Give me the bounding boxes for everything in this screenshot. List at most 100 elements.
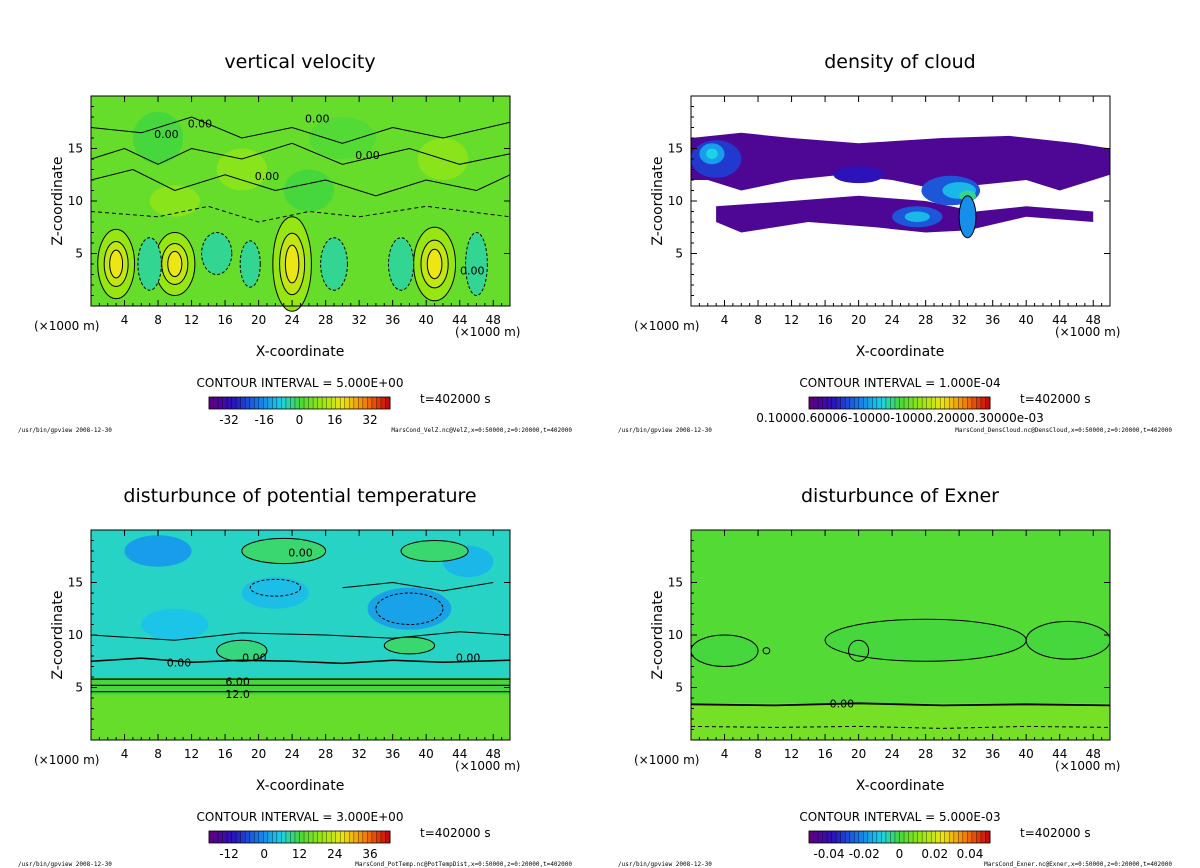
x-tick-label: 32 xyxy=(352,747,367,761)
y-axis-label: Z-coordinate xyxy=(50,156,66,245)
contour-label: 0.00 xyxy=(305,112,330,125)
colorbar-cell xyxy=(326,397,332,409)
colorbar-cell xyxy=(258,831,264,843)
x-tick-label: 12 xyxy=(784,747,799,761)
colorbar-cell xyxy=(249,831,255,843)
panel-exner: 0.00 4 8 12 16 20 24 28 32 36 40 44 48 5 10 15 disturbun… xyxy=(600,434,1200,868)
colorbar-cell xyxy=(985,831,991,843)
contour-region xyxy=(167,250,183,278)
footer-file: MarsCond_PotTemp.nc@PotTempDist,x=0:5000… xyxy=(355,861,572,868)
colorbar-cell xyxy=(281,831,287,843)
contour-line xyxy=(90,142,511,165)
colorbar-cell xyxy=(840,397,846,409)
contour-region xyxy=(137,237,162,291)
x-axis-label: X-coordinate xyxy=(256,344,345,360)
colorbar-cell xyxy=(894,831,900,843)
contour-region xyxy=(387,237,415,291)
colorbar-cell xyxy=(953,831,959,843)
x-tick-label: 36 xyxy=(385,313,400,327)
x-tick-label: 4 xyxy=(121,747,129,761)
colorbar-cell xyxy=(881,397,887,409)
contour-label: 0.00 xyxy=(460,265,485,278)
colorbar-cell xyxy=(885,831,891,843)
colorbar-cell xyxy=(308,397,314,409)
colorbar-cell xyxy=(380,397,386,409)
colorbar-cell xyxy=(967,831,973,843)
x-tick-label: 16 xyxy=(817,313,832,327)
y-tick-label: 5 xyxy=(75,247,83,261)
contour-region xyxy=(201,232,233,275)
colorbar xyxy=(208,396,391,410)
x-tick-label: 16 xyxy=(817,747,832,761)
colorbar-cell xyxy=(308,831,314,843)
colorbar-cell xyxy=(935,397,941,409)
x-tick-label: 24 xyxy=(884,313,899,327)
colorbar-cell xyxy=(876,831,882,843)
colorbar-cell xyxy=(958,397,964,409)
colorbar-cell xyxy=(313,397,319,409)
contour-region xyxy=(283,169,335,212)
contour-label: 0.00 xyxy=(255,170,280,183)
footer-file: MarsCond_DensCloud.nc@DensCloud,x=0:5000… xyxy=(955,427,1172,434)
colorbar-cell xyxy=(367,397,373,409)
colorbar-cell xyxy=(349,831,355,843)
colorbar xyxy=(208,830,391,844)
colorbar-cell xyxy=(385,397,391,409)
colorbar-cell xyxy=(944,397,950,409)
colorbar-cell xyxy=(976,831,982,843)
colorbar-cell xyxy=(231,831,237,843)
x-tick-label: 28 xyxy=(918,313,933,327)
colorbar-cell xyxy=(349,397,355,409)
colorbar-tick-label: -0.04 xyxy=(813,847,844,861)
colorbar-tick-label: 32 xyxy=(362,413,377,427)
colorbar-cell xyxy=(218,397,224,409)
contour-region xyxy=(320,237,348,291)
panel-density-of-cloud: 4 8 12 16 20 24 28 32 36 40 44 48 5 10 15 density of cl… xyxy=(600,0,1200,434)
colorbar-cell xyxy=(267,831,273,843)
colorbar-cell xyxy=(940,397,946,409)
colorbar-cell xyxy=(236,831,242,843)
contour-label: 12.0 xyxy=(225,688,250,701)
colorbar-tick-label: 36 xyxy=(362,847,377,861)
x-tick-label: 40 xyxy=(1019,313,1034,327)
colorbar-cell xyxy=(967,397,973,409)
vertical-velocity-chart: 0.000.000.000.000.000.004 8 12 16 20 24 28 32 36… xyxy=(18,51,572,434)
contour-region xyxy=(833,166,884,184)
colorbar-cell xyxy=(908,831,914,843)
colorbar-cell xyxy=(953,397,959,409)
x-tick-label: 16 xyxy=(217,747,232,761)
colorbar-tick-label: -32 xyxy=(219,413,239,427)
colorbar-cell xyxy=(881,831,887,843)
colorbar-cell xyxy=(858,397,864,409)
colorbar-cell xyxy=(322,831,328,843)
colorbar-cell xyxy=(267,397,273,409)
contour-line xyxy=(90,631,511,641)
chart-title: disturbunce of Exner xyxy=(801,485,999,507)
colorbar-cell xyxy=(971,831,977,843)
colorbar-cell xyxy=(831,397,837,409)
field-area xyxy=(691,132,1110,239)
footer-command: /usr/bin/gpview 2008-12-30 xyxy=(618,861,712,868)
x-tick-label: 12 xyxy=(184,313,199,327)
x-tick-label: 8 xyxy=(754,313,762,327)
colorbar-cell xyxy=(249,397,255,409)
contour-label: 0.00 xyxy=(830,697,855,710)
colorbar-cell xyxy=(854,831,860,843)
y-tick-label: 10 xyxy=(68,628,83,642)
colorbar-cell xyxy=(335,831,341,843)
x-tick-label: 32 xyxy=(952,313,967,327)
colorbar-tick-label: 24 xyxy=(327,847,342,861)
contour-label: 0.00 xyxy=(154,128,179,141)
x-unit-label-right: (×1000 m) xyxy=(455,759,520,773)
colorbar-cell xyxy=(362,831,368,843)
contour-region xyxy=(375,592,444,625)
field-area: 0.00 0.00 0.00 0.00 0.00 0.00 xyxy=(90,96,511,312)
x-tick-label: 40 xyxy=(1019,747,1034,761)
colorbar-cell xyxy=(263,397,269,409)
contour-region xyxy=(124,535,192,567)
colorbar-cell xyxy=(980,831,986,843)
colorbar-cell xyxy=(985,397,991,409)
colorbar-cell xyxy=(867,831,873,843)
colorbar-cell xyxy=(313,831,319,843)
x-tick-label: 48 xyxy=(1086,747,1101,761)
